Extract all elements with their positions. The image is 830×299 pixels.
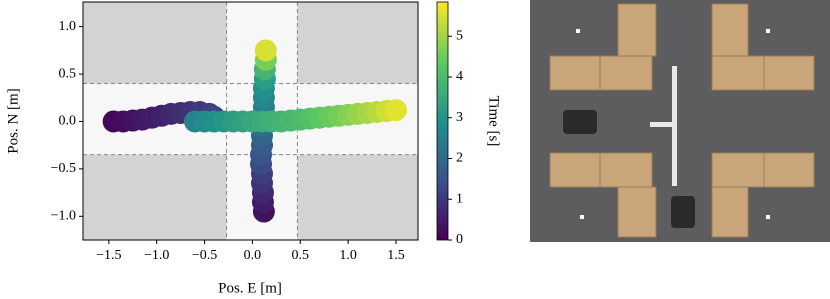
x-tick-label: 0.5 [292,248,310,263]
colorbar-label: Time [s] [486,96,502,147]
x-tick-label: 0.0 [244,248,262,263]
blocked-region [83,154,227,240]
y-tick-label: 0.0 [59,114,77,129]
plot-area [82,1,419,241]
colorbar-tick-label: 2 [456,151,463,166]
colorbar-tick-label: 1 [456,191,463,206]
colorbar [436,1,449,241]
x-tick-label: −1.5 [96,248,121,263]
x-tick-label: 1.5 [387,248,405,263]
y-tick-label: −0.5 [51,161,76,176]
trajectory-point [254,39,277,62]
x-axis-label: Pos. E [m] [218,280,282,296]
blocked-region [83,2,227,84]
y-tick-label: −1.0 [51,209,76,224]
blocked-region [297,2,418,84]
colorbar-tick-label: 0 [456,232,463,247]
colorbar-tick-label: 3 [456,110,463,125]
colorbar-tick-label: 5 [456,28,463,43]
blocked-region [297,154,418,240]
y-axis-label: Pos. N [m] [5,88,21,153]
x-tick-label: −0.5 [192,248,217,263]
arena-photo [530,0,830,242]
x-tick-label: 1.0 [339,248,357,263]
colorbar-tick-label: 4 [456,69,463,84]
y-tick-label: 0.5 [59,66,77,81]
trajectory-point [384,99,407,122]
x-tick-label: −1.0 [144,248,169,263]
y-tick-label: 1.0 [59,19,77,34]
